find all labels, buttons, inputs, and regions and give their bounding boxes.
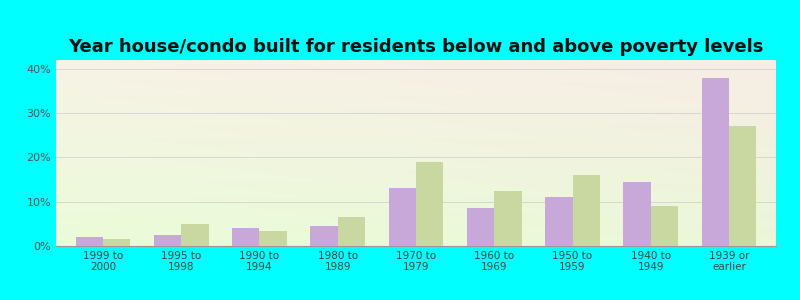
- Bar: [232, 228, 259, 246]
- Title: Year house/condo built for residents below and above poverty levels: Year house/condo built for residents bel…: [68, 38, 764, 56]
- Bar: [467, 208, 494, 246]
- Bar: [650, 206, 678, 246]
- Bar: [389, 188, 416, 246]
- Bar: [545, 197, 573, 246]
- Bar: [494, 190, 522, 246]
- Bar: [623, 182, 650, 246]
- Bar: [259, 230, 287, 246]
- Bar: [182, 224, 209, 246]
- Bar: [75, 237, 103, 246]
- Bar: [154, 235, 182, 246]
- Bar: [729, 126, 757, 246]
- Bar: [416, 162, 443, 246]
- Bar: [573, 175, 600, 246]
- Bar: [338, 217, 365, 246]
- Bar: [310, 226, 338, 246]
- Bar: [103, 239, 130, 246]
- Bar: [702, 78, 729, 246]
